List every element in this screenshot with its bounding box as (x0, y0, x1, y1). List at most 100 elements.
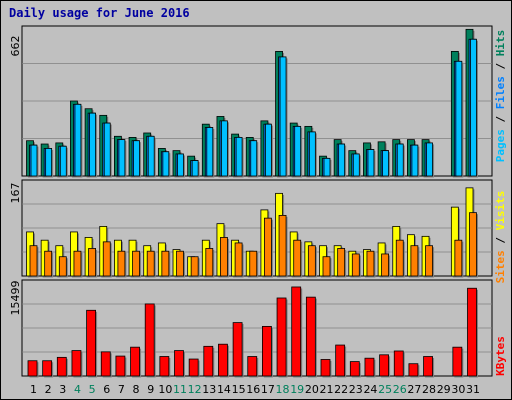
x-tick-label: 5 (89, 383, 96, 396)
bar-sites (132, 250, 142, 278)
bar-sites (220, 237, 229, 278)
bar-kbytes (71, 350, 83, 378)
x-tick-label: 25 (378, 383, 392, 396)
x-tick-label: 23 (349, 383, 363, 396)
bar-pages (45, 148, 54, 178)
bar-sites (454, 239, 464, 278)
legend-kbytes-panel: KBytes (494, 336, 507, 376)
bar-pages (177, 153, 185, 178)
x-tick-label: 21 (320, 383, 334, 396)
x-tick-label: 15 (232, 383, 246, 396)
panel-kbytes (21, 279, 493, 378)
bar-pages (221, 120, 229, 178)
x-tick-label: 12 (188, 383, 202, 396)
legend-hits: Hits (494, 30, 507, 57)
x-tick-label: 1 (30, 383, 37, 396)
panel-visits (21, 179, 493, 278)
x-tick-label: 20 (305, 383, 319, 396)
bar-pages (279, 56, 288, 178)
x-tick-label: 24 (363, 383, 377, 396)
x-tick-label: 26 (393, 383, 407, 396)
bar-sites (263, 217, 273, 278)
bar-pages (59, 145, 68, 178)
x-tick-label: 27 (407, 383, 421, 396)
bar-sites (381, 253, 391, 278)
x-tick-label: 22 (334, 383, 348, 396)
legend-sep-2: / (494, 56, 507, 76)
bar-kbytes (174, 350, 185, 378)
bar-kbytes (247, 356, 259, 378)
x-tick-label: 28 (422, 383, 436, 396)
bar-kbytes (305, 296, 317, 378)
x-tick-label: 30 (451, 383, 465, 396)
bar-sites (337, 248, 347, 278)
x-tick-label: 7 (118, 383, 125, 396)
bar-pages (411, 144, 420, 178)
bar-kbytes (232, 322, 244, 378)
bar-kbytes (423, 356, 435, 378)
legend-sep-3: / (494, 230, 507, 250)
x-tick-label: 13 (202, 383, 216, 396)
bar-sites (205, 248, 215, 278)
bar-sites (102, 241, 112, 278)
legend-sep-1: / (494, 109, 507, 129)
bar-pages (89, 112, 98, 178)
legend-visits-panel: Sites / Visits (494, 191, 507, 284)
svg-text:KBytes: KBytes (494, 336, 507, 376)
bar-pages (206, 127, 215, 178)
bar-sites (293, 239, 303, 278)
x-tick-label: 3 (59, 383, 66, 396)
bar-kbytes (349, 361, 361, 378)
svg-text:Pages / Files / Hits: Pages / Files / Hits (494, 30, 507, 163)
bar-kbytes (408, 363, 420, 378)
bar-pages (147, 135, 156, 178)
bar-kbytes (379, 354, 391, 378)
bar-kbytes (144, 303, 156, 378)
bar-pages (133, 140, 142, 178)
bar-pages (426, 142, 435, 178)
legend-hits-panel: Pages / Files / Hits (494, 30, 507, 163)
x-tick-label: 10 (158, 383, 172, 396)
bar-kbytes (56, 356, 68, 378)
bar-sites (58, 256, 68, 278)
bar-sites (44, 250, 54, 278)
panel-hits (21, 25, 493, 178)
bar-kbytes (261, 325, 273, 378)
y-max-label-kbytes: 15499 (9, 281, 22, 316)
bar-kbytes (27, 360, 39, 378)
bar-sites (322, 256, 332, 278)
bar-sites (307, 245, 317, 278)
bar-sites (425, 245, 435, 278)
legend-files: Files (494, 76, 507, 109)
x-tick-label: 14 (217, 383, 231, 396)
x-tick-label: 2 (45, 383, 52, 396)
bar-kbytes (86, 309, 98, 378)
bar-kbytes (188, 358, 200, 378)
bar-pages (235, 137, 244, 178)
bar-kbytes (335, 344, 347, 378)
bar-sites (249, 250, 259, 278)
x-tick-label: 9 (147, 383, 154, 396)
bar-pages (191, 160, 200, 178)
bar-pages (103, 122, 112, 178)
bar-pages (74, 103, 83, 178)
bar-kbytes (452, 346, 464, 378)
bar-pages (162, 151, 171, 178)
bar-pages (323, 157, 332, 178)
bar-sites (410, 245, 420, 278)
chart-title: Daily usage for June 2016 (9, 6, 190, 20)
bar-kbytes (393, 350, 405, 378)
bar-sites (395, 239, 405, 278)
bar-kbytes (218, 343, 229, 378)
legend-visits: Visits (494, 191, 507, 231)
bar-kbytes (42, 360, 54, 378)
bar-sites (366, 250, 376, 278)
bar-sites (176, 250, 185, 278)
bar-sites (351, 253, 361, 278)
bar-pages (264, 123, 273, 178)
bar-pages (352, 153, 361, 178)
bar-sites (146, 250, 156, 278)
bar-kbytes (320, 359, 332, 378)
x-tick-label: 17 (261, 383, 275, 396)
